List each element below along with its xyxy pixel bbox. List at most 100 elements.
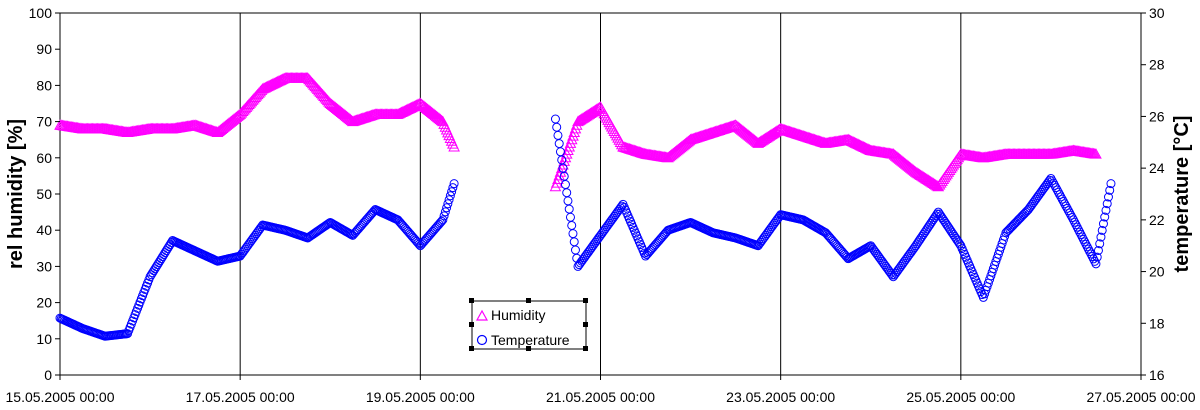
temperature-point [1102,199,1112,209]
right-tick-label: 26 [1149,108,1165,124]
temperature-point [1070,217,1080,227]
temperature-point [1105,185,1115,195]
legend-handle[interactable] [526,346,531,351]
legend-handle[interactable] [583,346,588,351]
temperature-point [1083,244,1093,254]
x-tick-label: 17.05.2005 00:00 [186,389,295,405]
temperature-point [1051,183,1061,193]
left-axis-ticks: 0 10 20 30 40 50 60 70 80 90 100 [29,5,60,383]
left-tick-label: 10 [36,331,52,347]
temperature-point [439,211,449,221]
temperature-point [444,195,454,205]
temperature-point [1067,213,1077,223]
temperature-point [414,239,424,249]
x-tick-label: 25.05.2005 00:00 [906,389,1015,405]
left-tick-label: 70 [36,114,52,130]
temperature-point [1056,192,1066,202]
legend-handle[interactable] [469,298,474,303]
temperature-point [1080,237,1090,247]
grid [239,13,962,375]
humidity-point [1090,148,1102,159]
right-tick-label: 28 [1149,57,1165,73]
series-temperature [55,114,1116,341]
temperature-point [1085,247,1095,257]
temperature-point [1068,215,1078,225]
humidity-point [593,101,606,113]
humidity-point [567,130,579,141]
left-axis-title: rel humidity [%] [5,119,27,269]
temperature-point [1066,210,1076,220]
temperature-point [1093,245,1103,255]
temperature-point [1058,196,1068,206]
legend-handle[interactable] [469,322,474,327]
legend-handle[interactable] [583,322,588,327]
temperature-point [1061,201,1071,211]
x-tick-label: 19.05.2005 00:00 [366,389,475,405]
temperature-point [1103,192,1113,202]
temperature-point [1081,239,1091,249]
temperature-point [443,199,453,209]
temperature-point [1078,234,1088,244]
humidity-point [569,122,582,134]
right-axis-ticks: 16 18 20 22 24 26 28 30 [1141,5,1165,383]
legend-circle-icon [476,334,488,346]
humidity-point [562,144,574,156]
humidity-point [448,140,460,152]
x-axis-ticks: 15.05.2005 00:00 17.05.2005 00:00 19.05.20… [6,375,1196,405]
temperature-point [1055,190,1065,200]
left-tick-label: 50 [36,186,52,202]
legend[interactable]: Humidity Temperature [469,298,588,351]
right-tick-label: 24 [1149,160,1165,176]
x-tick-label: 23.05.2005 00:00 [726,389,835,405]
temperature-point [1096,232,1106,242]
legend-handle[interactable] [526,298,531,303]
temperature-point [435,218,445,228]
temperature-point [448,183,458,193]
temperature-point [1048,178,1058,188]
temperature-point [1053,187,1063,197]
temperature-point [1097,225,1107,235]
left-tick-label: 80 [36,77,52,93]
humidity-point [564,137,577,148]
left-tick-label: 0 [44,367,52,383]
humidity-point [565,133,578,145]
right-tick-label: 20 [1149,264,1165,280]
temperature-point [1091,259,1101,269]
temperature-point [442,203,452,213]
humidity-point [233,109,245,120]
temperature-point [440,207,450,217]
temperature-point [1072,222,1082,232]
legend-box[interactable] [471,300,587,350]
humidity-point [550,177,563,188]
right-tick-label: 18 [1149,315,1165,331]
temperature-point [1100,212,1110,222]
legend-handle[interactable] [469,346,474,351]
temperature-point [1062,203,1072,213]
temperature-point [955,239,965,249]
humidity-point [568,126,581,137]
temperature-point [1046,173,1056,183]
left-tick-label: 30 [36,258,52,274]
legend-triangle-icon [475,309,489,321]
humidity-point [553,169,566,181]
series-humidity [54,72,1102,192]
humidity-point [863,143,876,155]
temperature-point [1082,242,1092,252]
temperature-point [1073,225,1083,235]
temperature-point [1098,219,1108,229]
left-tick-label: 90 [36,41,52,57]
humidity-point [276,73,289,84]
humidity-point [592,102,604,114]
temperature-point [1076,230,1086,240]
humidity-point [558,155,571,166]
temperature-point [438,215,448,225]
legend-handle[interactable] [583,298,588,303]
left-tick-label: 100 [29,5,53,21]
temperature-point [1071,220,1081,230]
right-axis-title: temperature [°C] [1171,116,1193,273]
temperature-point [447,187,457,197]
temperature-point [1101,205,1111,215]
temperature-point [449,179,459,189]
humidity-point [563,140,576,152]
